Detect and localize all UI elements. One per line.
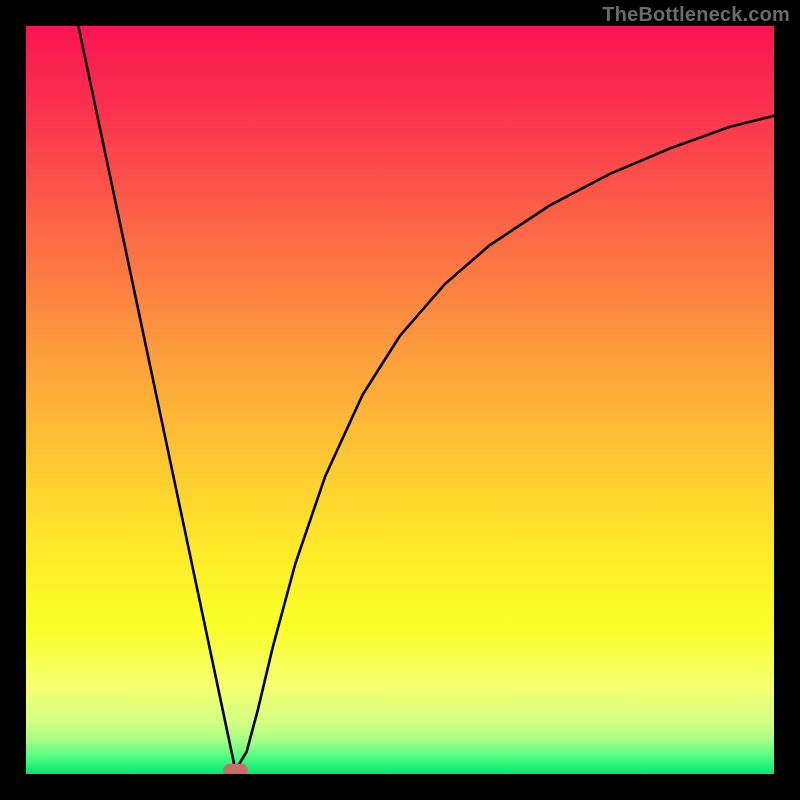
chart-frame: TheBottleneck.com: [0, 0, 800, 800]
plot-area: [26, 26, 774, 774]
minimum-marker: [223, 764, 248, 774]
watermark-text: TheBottleneck.com: [602, 4, 790, 27]
chart-svg: [26, 26, 774, 774]
gradient-background: [26, 26, 774, 774]
